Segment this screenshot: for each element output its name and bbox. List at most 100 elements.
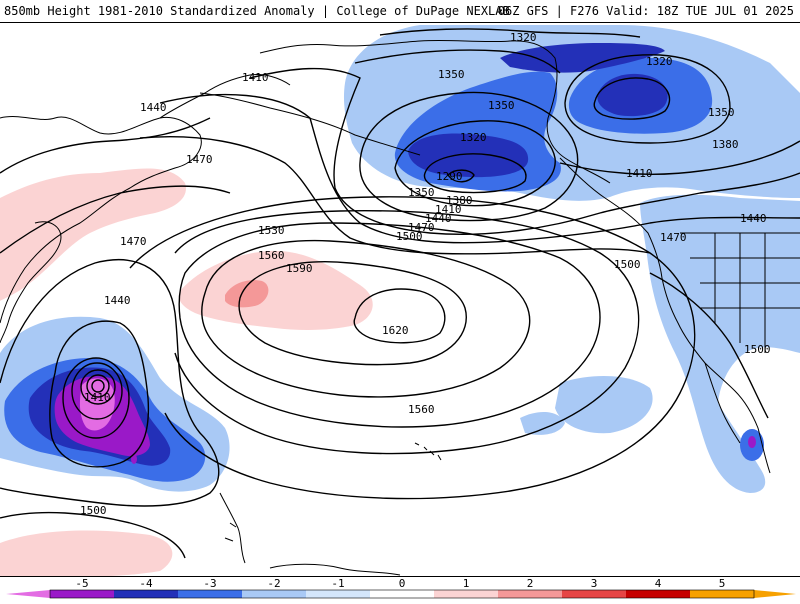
anomaly-neg1-central — [555, 376, 653, 434]
coastline-baja — [704, 362, 741, 444]
contour-1560-south — [174, 210, 640, 455]
coastline-asia — [0, 116, 202, 324]
anomaly-neg3-alaska-north — [500, 43, 665, 73]
contour-1440-typhoon — [49, 320, 150, 468]
anomaly-map: 1320 1320 1320 1350 1350 1350 1350 1380 … — [0, 22, 800, 577]
contour-1470-north — [139, 136, 651, 255]
contour-1620 — [353, 288, 446, 344]
contour-typhoon-inner — [91, 379, 105, 393]
colorbar-seg-neg1 — [306, 590, 370, 598]
contour-label: 1350 — [438, 68, 465, 81]
anomaly-neg4-baja — [748, 436, 756, 448]
colorbar-arrow-right — [754, 590, 796, 598]
contour-1560-high — [201, 239, 531, 398]
contour-labels: 1320 1320 1320 1350 1350 1350 1350 1380 … — [80, 31, 771, 517]
contour-label: 1440 — [740, 212, 767, 225]
map-header: 850mb Height 1981-2010 Standardized Anom… — [0, 0, 800, 22]
contour-label: 1440 — [425, 212, 452, 225]
colorbar-tick: 5 — [719, 577, 726, 590]
colorbar-outline — [49, 589, 755, 599]
colorbar-ticks: -5 -4 -3 -2 -1 0 1 2 3 4 5 — [75, 577, 725, 590]
contour-typhoon-4 — [71, 362, 123, 420]
colorbar-seg-pos1 — [434, 590, 498, 598]
coastline-japan — [0, 221, 62, 344]
colorbar-tick: -4 — [139, 577, 153, 590]
contour-1500-west — [0, 511, 186, 559]
contour-1500 — [129, 196, 696, 500]
contour-label: 1320 — [460, 131, 487, 144]
contour-label: 1470 — [186, 153, 213, 166]
contour-label: 1440 — [140, 101, 167, 114]
model-run-valid-time: 06Z GFS | F276 Valid: 18Z TUE JUL 01 202… — [497, 4, 794, 18]
contour-1290 — [447, 169, 475, 183]
contour-label: 1500 — [80, 504, 107, 517]
colorbar-seg-neg4 — [114, 590, 178, 598]
contour-label: 1500 — [744, 343, 771, 356]
colorbar-seg-neg5 — [50, 590, 114, 598]
contour-1410-north — [249, 67, 800, 235]
colorbar-seg-pos3 — [562, 590, 626, 598]
anomaly-neg3-canada — [597, 73, 668, 117]
contour-1380-gulf — [359, 91, 579, 222]
contour-1320-gulf — [423, 153, 527, 194]
anomaly-neg1-hawaii — [520, 411, 565, 435]
colorbar-segments — [6, 589, 796, 599]
contour-1590 — [238, 261, 467, 366]
contour-1350-gulf — [394, 120, 556, 207]
anomaly-pos2-subtropical-high — [225, 280, 269, 308]
contour-label: 1500 — [614, 258, 641, 271]
contour-label: 1560 — [408, 403, 435, 416]
contour-label: 1410 — [626, 167, 653, 180]
contour-label: 1470 — [408, 221, 435, 234]
colorbar-tick: -2 — [267, 577, 280, 590]
contour-label: 1410 — [435, 203, 462, 216]
contour-label: 1410 — [84, 391, 111, 404]
contour-1500-east — [649, 272, 769, 419]
contour-label: 1350 — [708, 106, 735, 119]
contour-1470-asia — [0, 185, 231, 254]
contour-label: 1500 — [396, 230, 423, 243]
height-contours — [0, 28, 800, 559]
colorbar-tick: 3 — [591, 577, 598, 590]
colorbar-seg-pos2 — [498, 590, 562, 598]
contour-typhoon-3 — [80, 369, 116, 405]
contour-label: 1380 — [446, 194, 473, 207]
contour-label: 1440 — [104, 294, 131, 307]
colorbar-tick: -1 — [331, 577, 344, 590]
contour-1380-east — [559, 140, 800, 175]
contour-label: 1290 — [436, 170, 463, 183]
colorbar-tick: -5 — [75, 577, 88, 590]
colorbar-tick: -3 — [203, 577, 216, 590]
contour-label: 1320 — [646, 55, 673, 68]
colorbar-seg-zero — [370, 590, 434, 598]
colorbar-seg-pos5 — [690, 590, 754, 598]
colorbar-tick: 4 — [655, 577, 662, 590]
coastline-bc — [559, 157, 663, 279]
contour-label: 1350 — [488, 99, 515, 112]
contour-label: 1620 — [382, 324, 409, 337]
contour-1410-typhoon — [62, 357, 130, 439]
contour-1320-top — [379, 28, 641, 38]
anomaly-colorbar: -5 -4 -3 -2 -1 0 1 2 3 4 5 — [0, 576, 800, 600]
anomaly-neg1-west-coast — [640, 194, 800, 493]
contour-1470-west — [0, 259, 220, 507]
contour-1530 — [178, 222, 601, 428]
contour-1440-asia — [0, 117, 211, 174]
contour-label: 1470 — [660, 231, 687, 244]
coastline-new-guinea — [269, 563, 401, 576]
contour-label: 1590 — [286, 262, 313, 275]
map-title: 850mb Height 1981-2010 Standardized Anom… — [4, 4, 510, 18]
coastlines — [0, 39, 800, 576]
contour-label: 1380 — [712, 138, 739, 151]
colorbar-seg-neg3 — [178, 590, 242, 598]
colorbar-tick: 1 — [463, 577, 470, 590]
coastline-hawaii — [414, 442, 442, 461]
anomaly-pos1-southwest — [0, 530, 173, 576]
coastline-aleutians — [199, 92, 421, 156]
anomaly-pos1-subtropical-high — [178, 250, 373, 330]
contour-1350-canada — [564, 54, 731, 144]
us-state-borders — [680, 232, 800, 353]
coastline-alaska — [259, 39, 611, 184]
colorbar-seg-pos4 — [626, 590, 690, 598]
contour-1440-north — [159, 93, 800, 244]
